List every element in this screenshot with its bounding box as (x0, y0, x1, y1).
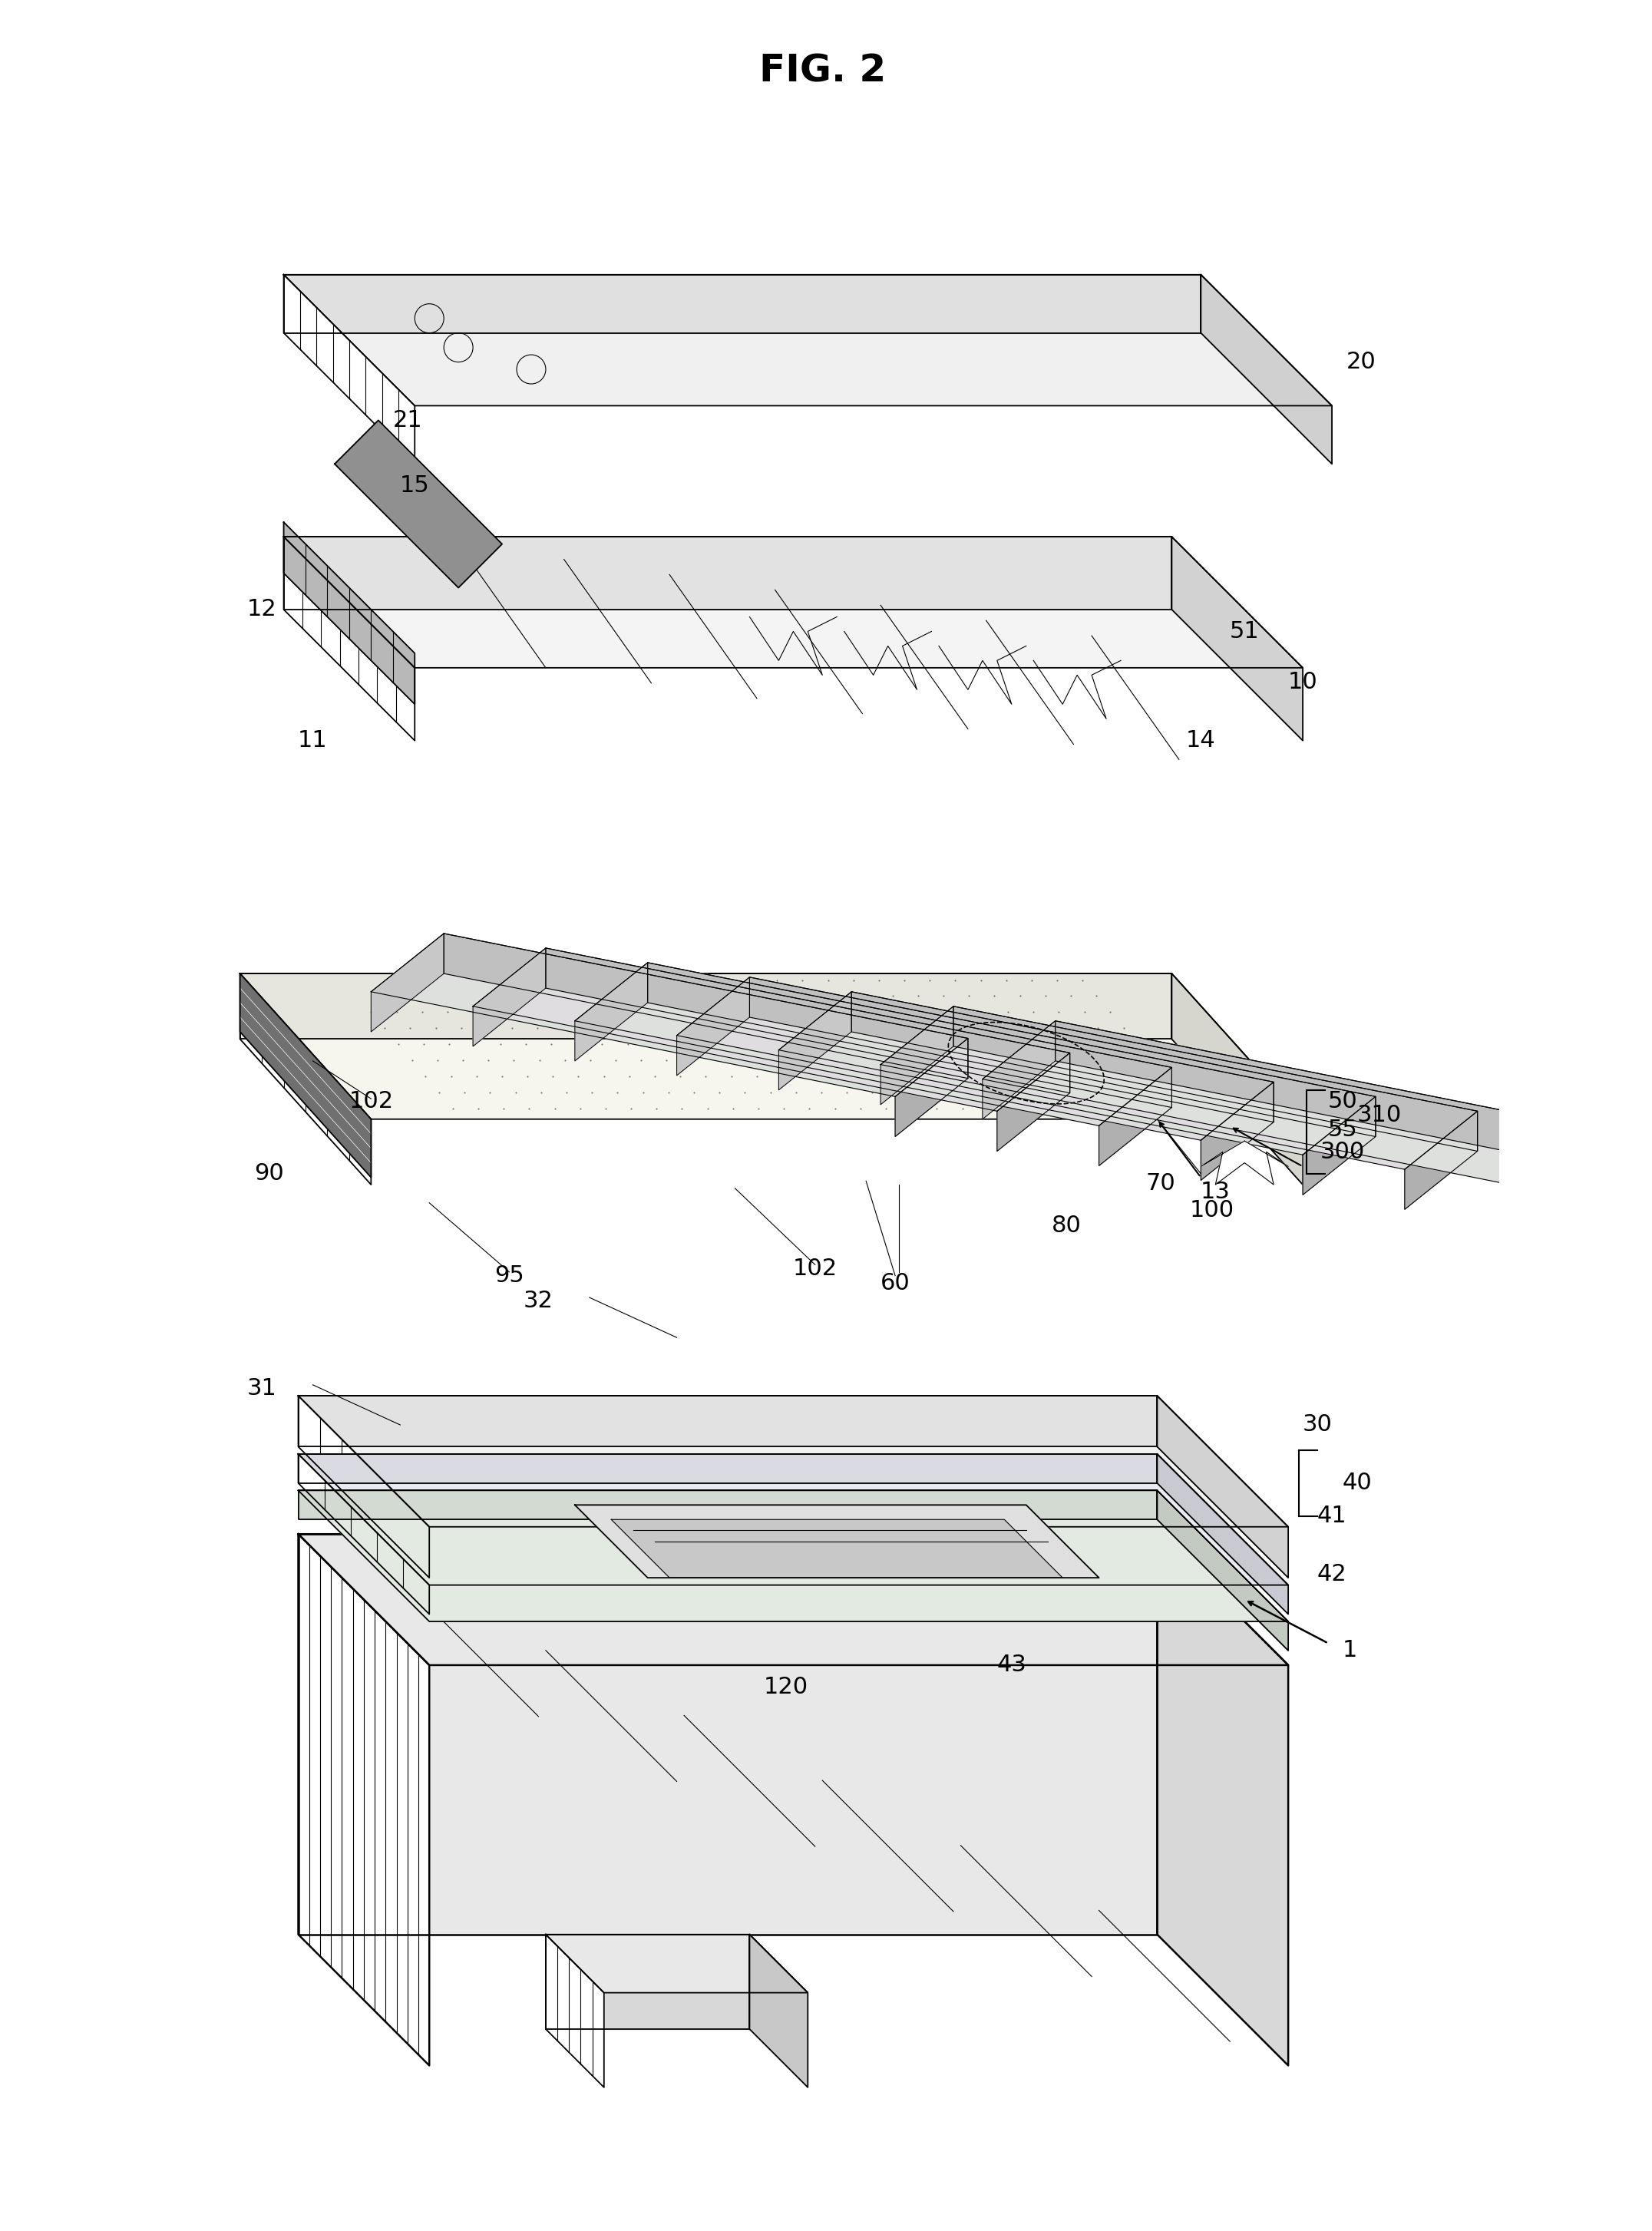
Polygon shape (472, 948, 545, 1046)
Polygon shape (575, 1506, 1099, 1577)
Text: 102: 102 (349, 1089, 393, 1111)
Polygon shape (998, 1053, 1070, 1151)
Text: 11: 11 (297, 730, 327, 752)
Polygon shape (444, 933, 968, 1078)
Polygon shape (1171, 538, 1303, 741)
Polygon shape (953, 1006, 1477, 1151)
Polygon shape (1201, 274, 1332, 464)
Polygon shape (1507, 1127, 1579, 1225)
Polygon shape (1156, 1455, 1289, 1615)
Polygon shape (284, 522, 415, 705)
Polygon shape (1156, 1397, 1289, 1577)
Text: 50: 50 (1328, 1089, 1358, 1111)
Polygon shape (284, 274, 415, 464)
Text: 90: 90 (254, 1162, 284, 1185)
Text: 20: 20 (1346, 350, 1376, 373)
Polygon shape (851, 993, 1376, 1136)
Text: 51: 51 (1229, 620, 1259, 643)
Polygon shape (1156, 1535, 1289, 2066)
Text: 310: 310 (1356, 1104, 1401, 1127)
Text: 43: 43 (996, 1653, 1026, 1675)
Text: 100: 100 (1189, 1198, 1234, 1220)
Text: 40: 40 (1343, 1472, 1373, 1495)
Polygon shape (299, 1490, 1289, 1622)
Polygon shape (983, 1022, 1056, 1120)
Polygon shape (372, 933, 444, 1031)
Text: 95: 95 (494, 1265, 524, 1287)
Text: 15: 15 (400, 475, 430, 498)
Text: 31: 31 (246, 1377, 278, 1399)
Text: 30: 30 (1302, 1414, 1332, 1437)
Text: 41: 41 (1317, 1504, 1346, 1526)
Polygon shape (881, 1006, 1477, 1169)
Text: 42: 42 (1317, 1564, 1346, 1586)
Text: 13: 13 (1201, 1180, 1231, 1203)
Polygon shape (299, 1455, 1156, 1484)
Polygon shape (545, 1934, 750, 2030)
Polygon shape (677, 977, 750, 1075)
Polygon shape (299, 1535, 1156, 1934)
Polygon shape (299, 1535, 1289, 1664)
Polygon shape (472, 948, 1070, 1111)
Polygon shape (240, 973, 372, 1185)
Polygon shape (575, 962, 648, 1062)
Polygon shape (284, 538, 415, 741)
Polygon shape (1404, 1111, 1477, 1209)
Polygon shape (284, 274, 1332, 406)
Polygon shape (1156, 1490, 1289, 1651)
Polygon shape (372, 933, 968, 1098)
Polygon shape (881, 1006, 953, 1104)
Polygon shape (299, 1455, 430, 1615)
Polygon shape (299, 1490, 1156, 1519)
Polygon shape (1201, 1140, 1289, 1185)
Text: 300: 300 (1320, 1140, 1365, 1162)
Text: 120: 120 (763, 1675, 808, 1698)
Text: 60: 60 (881, 1272, 910, 1294)
Polygon shape (1303, 1098, 1376, 1196)
Polygon shape (611, 1519, 1062, 1577)
Polygon shape (778, 993, 1376, 1156)
Polygon shape (778, 993, 851, 1091)
Text: 14: 14 (1186, 730, 1216, 752)
Polygon shape (1201, 1082, 1274, 1180)
Polygon shape (1171, 973, 1303, 1185)
Text: 55: 55 (1328, 1120, 1358, 1142)
Text: FIG. 2: FIG. 2 (758, 51, 885, 89)
Text: 70: 70 (1146, 1171, 1176, 1194)
Polygon shape (240, 973, 1303, 1120)
Polygon shape (750, 1934, 808, 2088)
Text: 1: 1 (1343, 1640, 1358, 1662)
Text: 21: 21 (393, 408, 423, 431)
Polygon shape (895, 1037, 968, 1136)
Polygon shape (335, 419, 502, 587)
Polygon shape (240, 973, 1171, 1040)
Text: 32: 32 (524, 1290, 553, 1312)
Polygon shape (1099, 1066, 1171, 1167)
Polygon shape (299, 1455, 1289, 1584)
Polygon shape (284, 538, 1171, 609)
Polygon shape (299, 1535, 430, 2066)
Polygon shape (240, 973, 372, 1178)
Polygon shape (284, 274, 1201, 332)
Polygon shape (575, 962, 1171, 1127)
Polygon shape (648, 962, 1171, 1107)
Text: 102: 102 (793, 1258, 838, 1281)
Polygon shape (299, 1397, 1289, 1526)
Polygon shape (983, 1022, 1579, 1185)
Polygon shape (1056, 1022, 1579, 1167)
Polygon shape (750, 977, 1274, 1122)
Text: 80: 80 (1051, 1214, 1080, 1236)
Polygon shape (284, 538, 1303, 667)
Polygon shape (545, 948, 1070, 1093)
Polygon shape (299, 1397, 430, 1577)
Polygon shape (545, 1934, 808, 1992)
Text: 10: 10 (1289, 672, 1318, 694)
Text: 12: 12 (248, 598, 278, 620)
Polygon shape (545, 1934, 605, 2088)
Polygon shape (677, 977, 1274, 1140)
Polygon shape (299, 1397, 1156, 1446)
